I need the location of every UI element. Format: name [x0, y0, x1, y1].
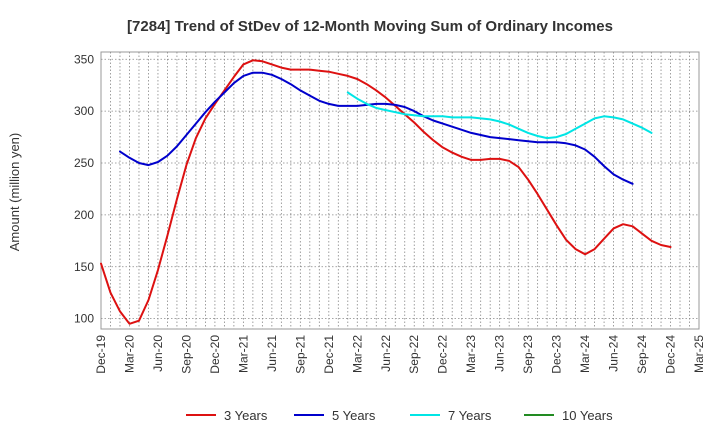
x-tick-label: Mar-23 [464, 335, 478, 373]
x-tick-label: Dec-23 [550, 335, 564, 374]
x-tick-label: Mar-21 [236, 335, 250, 373]
plot-area [100, 51, 700, 330]
y-tick-labels: 100 150 200 250 300 350 [74, 52, 94, 325]
series-line-5-years [119, 71, 634, 185]
x-tick-label: Mar-25 [692, 335, 706, 373]
x-tick-label: Sep-22 [407, 335, 421, 374]
x-tick-label: Mar-22 [350, 335, 364, 373]
x-tick-label: Dec-24 [664, 335, 678, 374]
legend: 3 Years 5 Years 7 Years 10 Years [186, 408, 613, 423]
y-tick-label: 150 [74, 260, 94, 274]
x-tick-label: Sep-20 [179, 335, 193, 374]
y-tick-label: 350 [74, 52, 94, 66]
legend-label: 3 Years [224, 408, 268, 423]
x-tick-label: Jun-22 [379, 335, 393, 372]
x-tick-label: Mar-24 [578, 335, 592, 373]
chart-title: [7284] Trend of StDev of 12-Month Moving… [127, 18, 613, 35]
series-lines [100, 59, 672, 325]
x-tick-label: Dec-20 [208, 335, 222, 374]
y-tick-label: 250 [74, 156, 94, 170]
y-tick-label: 300 [74, 104, 94, 118]
x-tick-label: Jun-23 [493, 335, 507, 372]
y-tick-label: 100 [74, 312, 94, 326]
x-tick-label: Dec-22 [436, 335, 450, 374]
x-tick-label: Sep-23 [521, 335, 535, 374]
legend-label: 7 Years [448, 408, 492, 423]
series-line-7-years [346, 91, 653, 140]
x-tick-labels: Dec-19 Mar-20 Jun-20 Sep-20 Dec-20 Mar-21 Jun-… [94, 335, 706, 374]
x-tick-label: Dec-19 [94, 335, 108, 374]
x-tick-label: Mar-20 [123, 335, 137, 373]
series-line-3-years [100, 59, 672, 325]
x-tick-label: Dec-21 [322, 335, 336, 374]
x-tick-label: Sep-24 [635, 335, 649, 374]
x-tick-label: Jun-24 [607, 335, 621, 372]
y-tick-label: 200 [74, 208, 94, 222]
x-tick-label: Sep-21 [293, 335, 307, 374]
x-tick-label: Jun-20 [151, 335, 165, 372]
legend-label: 5 Years [332, 408, 376, 423]
legend-label: 10 Years [562, 408, 613, 423]
y-axis-label: Amount (million yen) [7, 133, 22, 252]
x-tick-label: Jun-21 [265, 335, 279, 372]
